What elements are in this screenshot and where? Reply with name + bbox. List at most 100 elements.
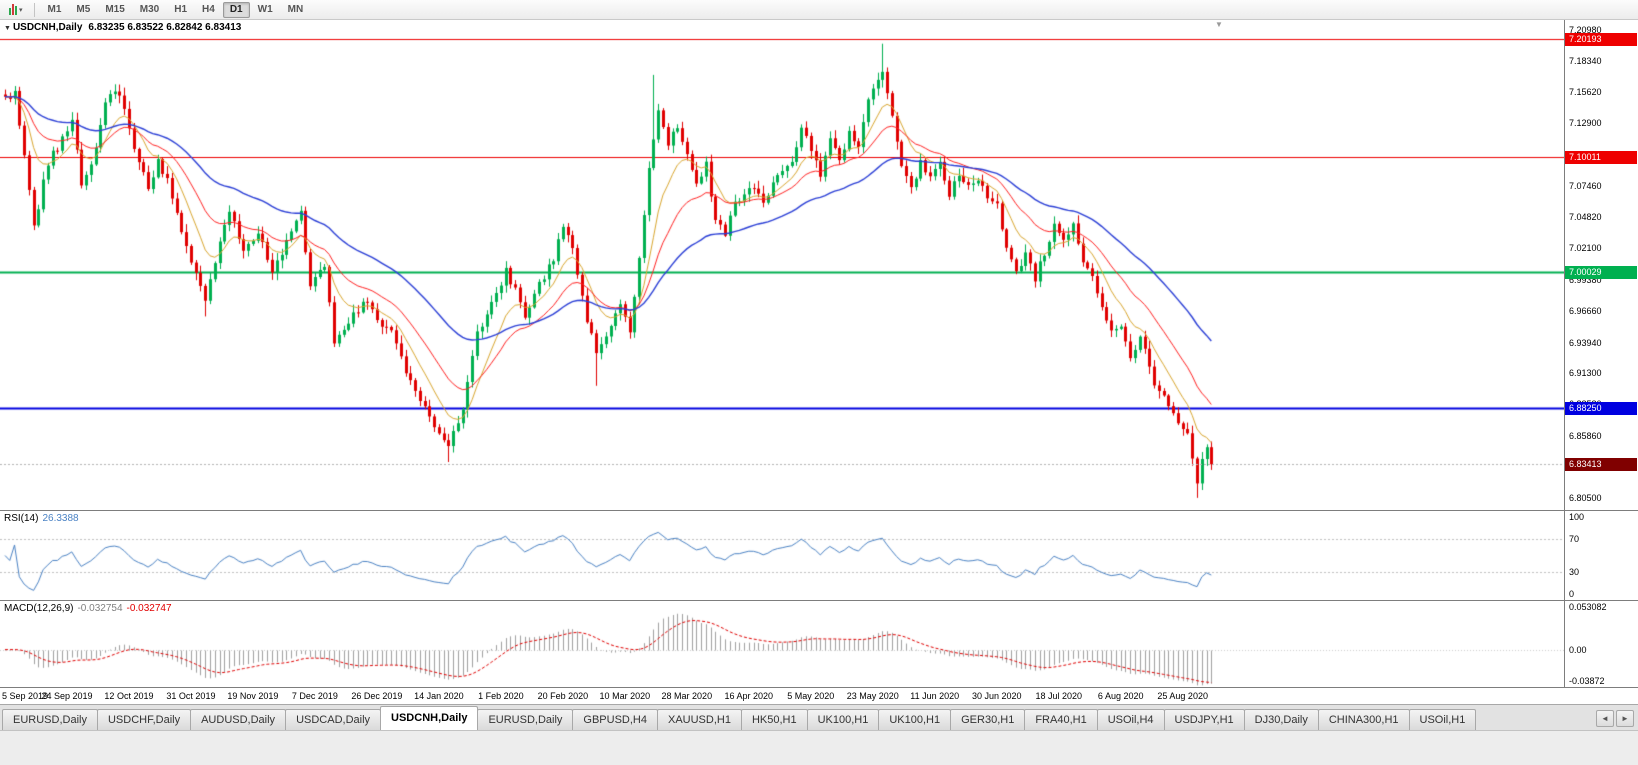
time-axis[interactable]: 5 Sep 2019 24 Sep 2019 12 Oct 2019 31 Oct 2… xyxy=(0,687,1638,704)
date-axis-label: 24 Sep 2019 xyxy=(41,691,93,701)
date-axis-label: 20 Feb 2020 xyxy=(537,691,589,701)
macd-main-value: -0.032754 xyxy=(77,603,123,614)
rsi-axis-label: 30 xyxy=(1569,567,1580,578)
date-axis-label: 31 Oct 2019 xyxy=(166,691,216,701)
price-chart-panel[interactable]: ▼ USDCNH,Daily 6.83235 6.83522 6.82842 6.8… xyxy=(0,20,1638,510)
date-axis-label: 19 Nov 2019 xyxy=(227,691,279,701)
date-axis-label: 30 Jun 2020 xyxy=(971,691,1022,701)
candlestick-chart-icon xyxy=(9,4,17,15)
macd-panel[interactable]: MACD(12,26,9) -0.032754 -0.032747 0.053082… xyxy=(0,601,1638,687)
price-axis-label: 6.93940 xyxy=(1569,337,1602,348)
rsi-axis-label: 70 xyxy=(1569,533,1580,544)
panel-divider[interactable] xyxy=(0,600,1638,601)
chart-tab-ger30-h1[interactable]: GER30,H1 xyxy=(950,709,1026,730)
date-axis-label: 5 May 2020 xyxy=(787,691,835,701)
macd-axis: 0.053082 0.00 -0.03872 xyxy=(1564,601,1637,687)
price-axis-label: 7.12900 xyxy=(1569,118,1602,129)
price-axis-label: 6.91300 xyxy=(1569,368,1602,379)
timeframe-button-w1[interactable]: W1 xyxy=(251,2,280,18)
macd-axis-label: 0.00 xyxy=(1569,644,1587,655)
chart-tab-dj30-daily[interactable]: DJ30,Daily xyxy=(1243,709,1319,730)
macd-header: MACD(12,26,9) -0.032754 -0.032747 xyxy=(4,603,172,614)
price-axis-label: 6.96660 xyxy=(1569,306,1602,317)
toolbar-separator xyxy=(33,2,35,17)
price-level-tag: 6.83413 xyxy=(1565,458,1637,471)
chart-shift-marker[interactable]: ▼ xyxy=(1215,20,1223,29)
chart-tab-eurusd-daily[interactable]: EURUSD,Daily xyxy=(477,709,574,730)
chart-tab-list: EURUSD,Daily USDCHF,Daily AUDUSD,Daily USDC… xyxy=(0,705,1592,730)
chart-tab-usdjpy-h1[interactable]: USDJPY,H1 xyxy=(1163,709,1245,730)
date-axis-label: 7 Dec 2019 xyxy=(291,691,338,701)
panel-divider[interactable] xyxy=(0,510,1638,511)
price-axis-label: 7.02100 xyxy=(1569,243,1602,254)
price-level-tag: 6.88250 xyxy=(1565,402,1637,415)
chart-tab-usdcnh-daily[interactable]: USDCNH,Daily xyxy=(380,706,479,730)
rsi-axis: 100 70 30 0 xyxy=(1564,511,1637,600)
date-axis-label: 14 Jan 2020 xyxy=(414,691,464,701)
price-level-tag: 7.00029 xyxy=(1565,266,1637,279)
chart-tab-hk50-h1[interactable]: HK50,H1 xyxy=(740,709,808,730)
tabs-scroll-left-button[interactable]: ◄ xyxy=(1596,710,1614,727)
rsi-axis-label: 0 xyxy=(1569,589,1575,599)
timeframe-button-mn[interactable]: MN xyxy=(281,2,311,18)
timeframe-button-m5[interactable]: M5 xyxy=(69,2,97,18)
chart-area: ▼ USDCNH,Daily 6.83235 6.83522 6.82842 6.8… xyxy=(0,20,1638,704)
chart-tab-eurusd-daily[interactable]: EURUSD,Daily xyxy=(2,709,98,730)
chevron-down-icon: ▾ xyxy=(19,6,23,14)
timeframe-button-group: M1 M5 M15 M30 H1 H4 D1 W1 MN xyxy=(41,1,311,18)
chart-tab-gbpusd-h4[interactable]: GBPUSD,H4 xyxy=(572,709,658,730)
price-axis-label: 6.99380 xyxy=(1569,274,1602,285)
tab-nav: ◄ ► xyxy=(1592,710,1638,730)
status-bar xyxy=(0,730,1638,765)
timeframe-button-d1[interactable]: D1 xyxy=(222,1,250,18)
collapse-triangle-icon[interactable]: ▼ xyxy=(4,25,11,32)
chart-header: ▼ USDCNH,Daily 6.83235 6.83522 6.82842 6.8… xyxy=(4,22,241,33)
rsi-axis-label: 100 xyxy=(1569,512,1585,522)
chart-tab-audusd-daily[interactable]: AUDUSD,Daily xyxy=(190,709,287,730)
chart-tab-uk100-h1[interactable]: UK100,H1 xyxy=(878,709,952,730)
chart-type-button[interactable]: ▾ xyxy=(4,2,28,17)
price-axis-label: 7.04820 xyxy=(1569,211,1602,222)
price-chart-canvas[interactable] xyxy=(0,20,1564,510)
timeframe-button-m1[interactable]: M1 xyxy=(41,2,69,18)
macd-label: MACD(12,26,9) xyxy=(4,603,74,614)
chart-tab-fra40-h1[interactable]: FRA40,H1 xyxy=(1024,709,1098,730)
chart-tab-bar: EURUSD,Daily USDCHF,Daily AUDUSD,Daily USDC… xyxy=(0,704,1638,730)
price-level-tag: 7.20193 xyxy=(1565,33,1637,46)
macd-canvas[interactable] xyxy=(0,601,1564,687)
timeframe-button-h1[interactable]: H1 xyxy=(167,2,194,18)
macd-axis-label: 0.053082 xyxy=(1569,602,1607,612)
rsi-header: RSI(14) 26.3388 xyxy=(4,513,79,524)
timeframe-button-m30[interactable]: M30 xyxy=(133,2,166,18)
date-axis-label: 5 Sep 2019 xyxy=(2,691,49,701)
tabs-scroll-right-button[interactable]: ► xyxy=(1616,710,1634,727)
rsi-canvas[interactable] xyxy=(0,511,1564,600)
chart-tab-usdchf-daily[interactable]: USDCHF,Daily xyxy=(96,709,192,730)
price-axis-label: 6.85860 xyxy=(1569,430,1602,441)
chart-tab-usoil-h4[interactable]: USOil,H4 xyxy=(1096,709,1165,730)
timeframe-button-m15[interactable]: M15 xyxy=(98,2,131,18)
date-axis-label: 23 May 2020 xyxy=(846,691,899,701)
chart-tab-usoil-h1[interactable]: USOil,H1 xyxy=(1408,709,1477,730)
chart-tab-usdcad-daily[interactable]: USDCAD,Daily xyxy=(285,709,382,730)
price-axis-label: 7.07460 xyxy=(1569,181,1602,192)
macd-signal-value: -0.032747 xyxy=(126,603,172,614)
price-level-tag: 7.10011 xyxy=(1565,151,1637,164)
timeframe-button-h4[interactable]: H4 xyxy=(195,2,222,18)
rsi-panel[interactable]: RSI(14) 26.3388 100 70 30 0 xyxy=(0,511,1638,600)
price-axis-label: 6.80500 xyxy=(1569,492,1602,503)
chart-tab-xauusd-h1[interactable]: XAUUSD,H1 xyxy=(656,709,742,730)
chart-tab-china300-h1[interactable]: CHINA300,H1 xyxy=(1317,709,1410,730)
top-toolbar: ▾ M1 M5 M15 M30 H1 H4 D1 W1 MN xyxy=(0,0,1638,20)
rsi-label: RSI(14) xyxy=(4,513,39,524)
date-axis-label: 26 Dec 2019 xyxy=(351,691,403,701)
date-axis-label: 25 Aug 2020 xyxy=(1157,691,1208,701)
date-axis-label: 11 Jun 2020 xyxy=(910,691,960,701)
price-axis: 7.209807.183407.156207.129007.101707.074… xyxy=(1564,20,1637,510)
chart-ohlc-values: 6.83235 6.83522 6.82842 6.83413 xyxy=(88,22,242,33)
chart-tab-uk100-h1[interactable]: UK100,H1 xyxy=(806,709,880,730)
date-axis-label: 28 Mar 2020 xyxy=(661,691,713,701)
price-axis-label: 7.20980 xyxy=(1569,25,1602,36)
date-axis-label: 12 Oct 2019 xyxy=(104,691,154,701)
